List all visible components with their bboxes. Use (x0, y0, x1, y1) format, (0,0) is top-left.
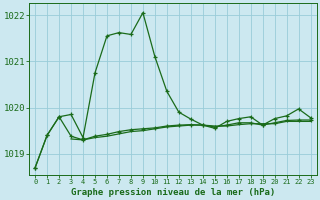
X-axis label: Graphe pression niveau de la mer (hPa): Graphe pression niveau de la mer (hPa) (71, 188, 275, 197)
